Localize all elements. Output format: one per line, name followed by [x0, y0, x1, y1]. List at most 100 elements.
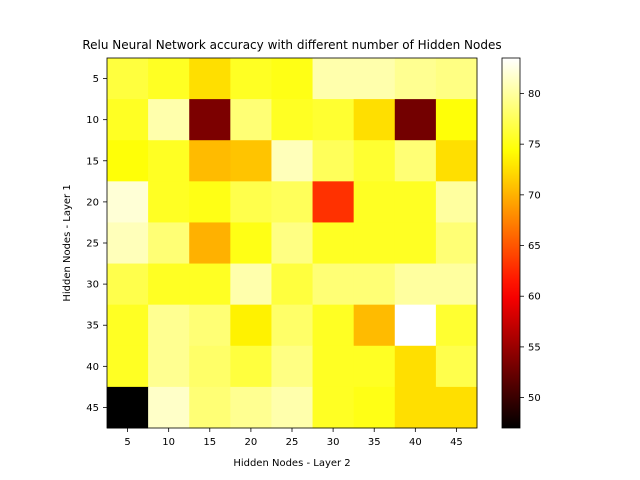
- y-tick-label: 25: [86, 239, 99, 250]
- heatmap-cell: [312, 345, 355, 388]
- y-tick-label: 5: [93, 74, 99, 85]
- heatmap-cell: [230, 140, 272, 182]
- y-tick-label: 20: [86, 197, 99, 208]
- heatmap-cell: [189, 386, 231, 429]
- x-axis-ticks: 5 10 15 20 25 30 35 40 45: [124, 428, 463, 448]
- heatmap-cell: [230, 263, 272, 306]
- x-tick-label: 10: [162, 437, 175, 448]
- heatmap-cell: [107, 140, 149, 182]
- heatmap-cell: [312, 99, 355, 141]
- heatmap-cell: [394, 304, 437, 347]
- heatmap-cell: [107, 222, 149, 265]
- y-tick-label: 10: [86, 115, 99, 126]
- heatmap-cell: [435, 181, 478, 223]
- heatmap-cell: [148, 304, 190, 347]
- heatmap-cell: [394, 140, 437, 182]
- colorbar-ticks: 50 55 60 65 70 75 80: [520, 89, 541, 404]
- heatmap-cell: [394, 99, 437, 141]
- heatmap-cell: [312, 386, 355, 429]
- colorbar-tick-label: 60: [528, 292, 541, 303]
- x-tick-label: 45: [450, 437, 463, 448]
- heatmap-cell: [435, 386, 478, 429]
- heatmap-cell: [271, 263, 314, 306]
- heatmap-cell: [312, 181, 355, 223]
- heatmap-cell: [435, 263, 478, 306]
- heatmap-cell: [435, 304, 478, 347]
- heatmap-cell: [353, 386, 396, 429]
- heatmap-cell: [230, 58, 272, 100]
- heatmap-cell: [230, 181, 272, 223]
- x-tick-label: 30: [327, 437, 340, 448]
- heatmap-cell: [394, 58, 437, 100]
- heatmap-cell: [189, 99, 231, 141]
- y-tick-label: 40: [86, 362, 99, 373]
- heatmap-cell: [148, 222, 190, 265]
- heatmap-cell: [312, 304, 355, 347]
- heatmap-cell: [148, 386, 190, 429]
- y-axis-label: Hidden Nodes - Layer 1: [62, 184, 73, 301]
- x-tick-label: 40: [409, 437, 422, 448]
- heatmap-cell: [394, 263, 437, 306]
- heatmap-cell: [394, 222, 437, 265]
- heatmap-cell: [394, 181, 437, 223]
- heatmap-cell: [435, 345, 478, 388]
- heatmap-cell: [435, 58, 478, 100]
- colorbar-tick-label: 70: [528, 190, 541, 201]
- heatmap-cell: [107, 99, 149, 141]
- heatmap-cell: [435, 140, 478, 182]
- heatmap-cell: [271, 386, 314, 429]
- heatmap-cell: [394, 386, 437, 429]
- heatmap-cell: [312, 58, 355, 100]
- heatmap-cell: [107, 58, 149, 100]
- heatmap-cell: [148, 181, 190, 223]
- heatmap-cell: [189, 263, 231, 306]
- heatmap-cell: [353, 263, 396, 306]
- x-axis-label: Hidden Nodes - Layer 2: [233, 458, 350, 469]
- x-tick-label: 35: [368, 437, 381, 448]
- heatmap-cell: [148, 140, 190, 182]
- heatmap-cell: [312, 263, 355, 306]
- heatmap-cell: [107, 345, 149, 388]
- heatmap-cell: [312, 222, 355, 265]
- y-tick-label: 35: [86, 321, 99, 332]
- heatmap-cell: [353, 222, 396, 265]
- heatmap-cell: [189, 140, 231, 182]
- chart-title: Relu Neural Network accuracy with differ…: [82, 38, 501, 52]
- heatmap-cell: [230, 386, 272, 429]
- colorbar-tick-label: 55: [528, 342, 541, 353]
- heatmap-cell: [312, 140, 355, 182]
- colorbar-tick-label: 80: [528, 89, 541, 100]
- x-tick-label: 20: [245, 437, 258, 448]
- heatmap-cells: [107, 58, 478, 429]
- x-tick-label: 15: [203, 437, 216, 448]
- x-tick-label: 5: [124, 437, 130, 448]
- heatmap-cell: [271, 345, 314, 388]
- heatmap-cell: [189, 181, 231, 223]
- heatmap-cell: [271, 181, 314, 223]
- heatmap-cell: [271, 58, 314, 100]
- heatmap-cell: [107, 181, 149, 223]
- colorbar-tick-label: 75: [528, 140, 541, 151]
- y-tick-label: 45: [86, 403, 99, 414]
- heatmap-cell: [353, 140, 396, 182]
- heatmap-cell: [189, 304, 231, 347]
- heatmap-cell: [353, 304, 396, 347]
- heatmap-cell: [107, 263, 149, 306]
- x-tick-label: 25: [286, 437, 299, 448]
- heatmap-cell: [271, 99, 314, 141]
- heatmap-cell: [230, 345, 272, 388]
- heatmap-cell: [435, 222, 478, 265]
- heatmap-cell: [353, 345, 396, 388]
- heatmap-cell: [353, 58, 396, 100]
- colorbar: [501, 57, 521, 429]
- heatmap-cell: [394, 345, 437, 388]
- heatmap-cell: [148, 58, 190, 100]
- y-tick-label: 30: [86, 280, 99, 291]
- heatmap-cell: [230, 99, 272, 141]
- heatmap-cell: [107, 304, 149, 347]
- heatmap-cell: [189, 58, 231, 100]
- colorbar-tick-label: 50: [528, 393, 541, 404]
- heatmap-cell: [271, 140, 314, 182]
- heatmap-cell: [271, 222, 314, 265]
- heatmap-cell: [230, 222, 272, 265]
